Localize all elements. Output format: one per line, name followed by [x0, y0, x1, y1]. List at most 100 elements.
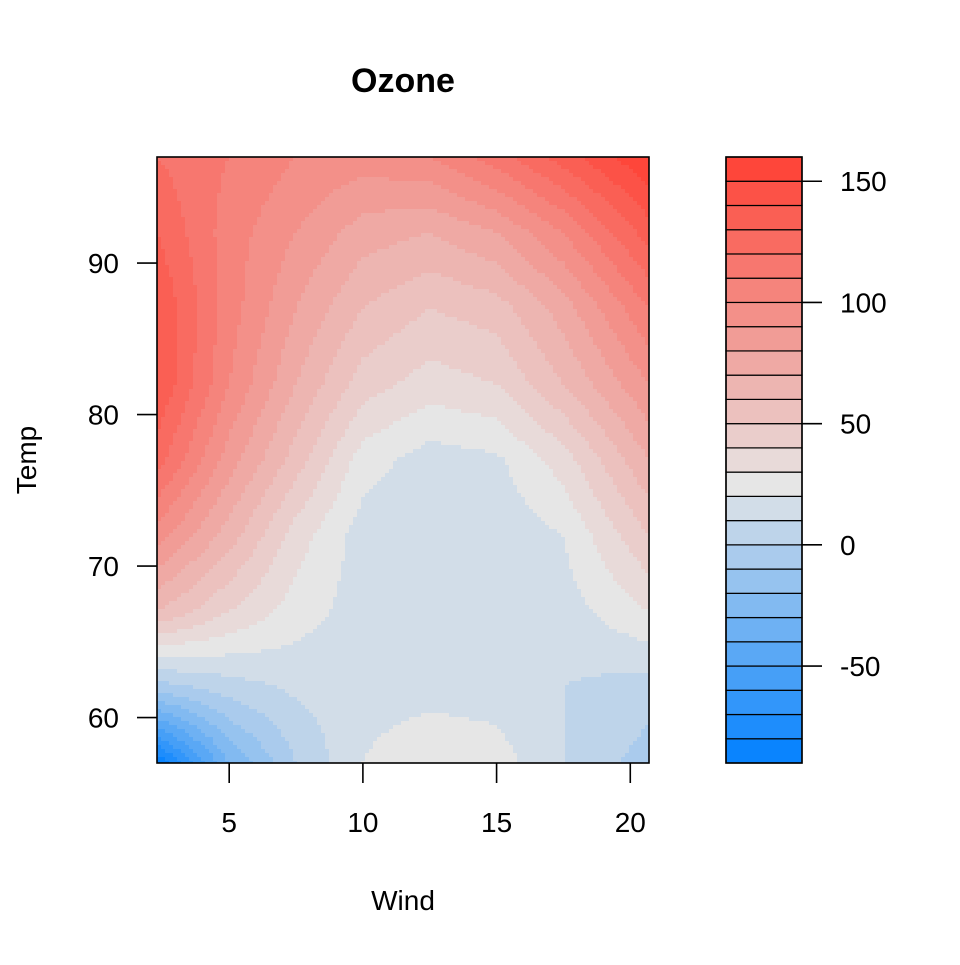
contour-cell: [357, 293, 362, 298]
contour-cell: [317, 293, 322, 298]
contour-cell: [625, 161, 630, 166]
contour-cell: [389, 181, 394, 186]
contour-cell: [449, 297, 454, 302]
contour-cell: [485, 193, 490, 198]
contour-cell: [245, 237, 250, 242]
contour-cell: [533, 205, 538, 210]
contour-cell: [329, 277, 334, 282]
contour-cell: [613, 209, 618, 214]
contour-cell: [261, 197, 266, 202]
contour-cell: [553, 245, 558, 250]
contour-cell: [517, 301, 522, 306]
contour-cell: [193, 229, 198, 234]
contour-cell: [593, 313, 598, 318]
contour-cell: [305, 177, 310, 182]
contour-cell: [429, 313, 434, 318]
contour-cell: [481, 289, 486, 294]
contour-cell: [293, 165, 298, 170]
contour-cell: [317, 181, 322, 186]
contour-cell: [425, 217, 430, 222]
contour-cell: [329, 209, 334, 214]
contour-cell: [181, 189, 186, 194]
contour-cell: [509, 313, 514, 318]
contour-cell: [569, 257, 574, 262]
contour-cell: [325, 281, 330, 286]
contour-cell: [245, 253, 250, 258]
contour-cell: [301, 317, 306, 322]
contour-cell: [637, 285, 642, 290]
contour-cell: [297, 237, 302, 242]
contour-cell: [193, 301, 198, 306]
contour-cell: [249, 189, 254, 194]
contour-cell: [477, 229, 482, 234]
contour-cell: [329, 177, 334, 182]
contour-cell: [641, 193, 646, 198]
contour-cell: [297, 233, 302, 238]
contour-cell: [297, 169, 302, 174]
contour-cell: [357, 193, 362, 198]
contour-cell: [373, 305, 378, 310]
contour-cell: [521, 193, 526, 198]
contour-cell: [257, 245, 262, 250]
contour-cell: [301, 253, 306, 258]
contour-cell: [349, 169, 354, 174]
contour-cell: [165, 229, 170, 234]
contour-cell: [629, 237, 634, 242]
contour-cell: [429, 169, 434, 174]
contour-cell: [549, 309, 554, 314]
contour-cell: [533, 169, 538, 174]
contour-cell: [201, 221, 206, 226]
contour-cell: [417, 245, 422, 250]
contour-cell: [429, 193, 434, 198]
contour-cell: [513, 277, 518, 282]
contour-cell: [357, 205, 362, 210]
contour-cell: [349, 221, 354, 226]
contour-cell: [345, 313, 350, 318]
contour-cell: [481, 237, 486, 242]
contour-cell: [641, 285, 646, 290]
contour-cell: [209, 197, 214, 202]
contour-cell: [409, 225, 414, 230]
contour-cell: [517, 273, 522, 278]
contour-cell: [413, 245, 418, 250]
contour-cell: [313, 205, 318, 210]
contour-cell: [197, 305, 202, 310]
contour-cell: [389, 317, 394, 322]
contour-cell: [209, 253, 214, 258]
contour-cell: [441, 209, 446, 214]
contour-cell: [313, 297, 318, 302]
contour-cell: [569, 201, 574, 206]
contour-cell: [609, 181, 614, 186]
contour-cell: [421, 185, 426, 190]
contour-cell: [177, 185, 182, 190]
contour-cell: [373, 277, 378, 282]
contour-cell: [493, 281, 498, 286]
contour-cell: [521, 301, 526, 306]
contour-cell: [465, 221, 470, 226]
contour-cell: [517, 225, 522, 230]
contour-cell: [341, 169, 346, 174]
contour-cell: [533, 277, 538, 282]
contour-cell: [249, 313, 254, 318]
contour-cell: [445, 273, 450, 278]
contour-cell: [481, 301, 486, 306]
contour-cell: [345, 225, 350, 230]
contour-cell: [193, 257, 198, 262]
contour-cell: [445, 281, 450, 286]
contour-cell: [229, 189, 234, 194]
contour-cell: [429, 217, 434, 222]
contour-cell: [185, 209, 190, 214]
contour-cell: [489, 185, 494, 190]
contour-cell: [509, 205, 514, 210]
contour-cell: [253, 301, 258, 306]
contour-cell: [393, 269, 398, 274]
contour-cell: [297, 181, 302, 186]
contour-cell: [617, 305, 622, 310]
contour-cell: [497, 253, 502, 258]
contour-cell: [605, 265, 610, 270]
contour-cell: [521, 201, 526, 206]
contour-cell: [489, 193, 494, 198]
contour-cell: [433, 317, 438, 322]
contour-cell: [289, 305, 294, 310]
contour-cell: [377, 221, 382, 226]
